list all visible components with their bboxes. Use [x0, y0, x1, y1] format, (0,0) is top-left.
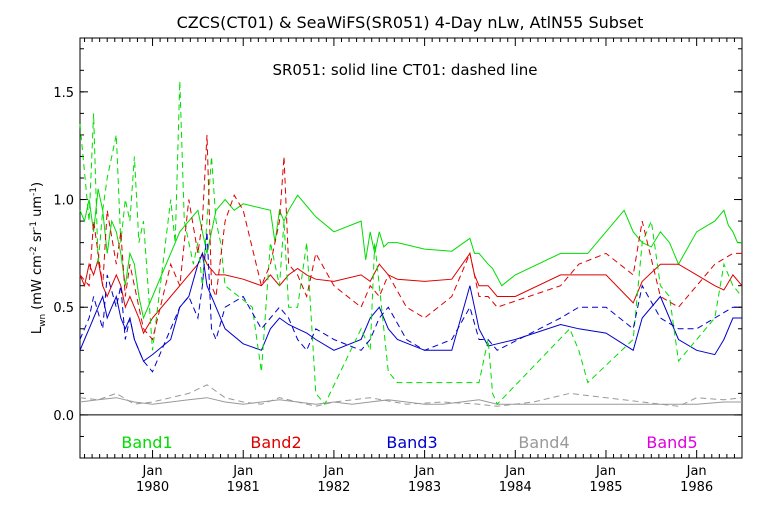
- y-tick-label: 1.0: [53, 194, 74, 209]
- x-tick-month: Jan: [232, 464, 253, 479]
- y-label-units: (mW cm: [30, 255, 45, 310]
- y-label-close: ): [30, 182, 45, 187]
- y-label-main: L: [30, 326, 45, 334]
- y-label-exp1: -2: [29, 246, 39, 255]
- y-label-sub: wn: [38, 314, 48, 327]
- chart-title: CZCS(CT01) & SeaWiFS(SR051) 4-Day nLw, A…: [177, 13, 644, 32]
- y-label-exp2: -1: [29, 221, 39, 230]
- axes-frame: 0.00.51.01.5Jan1980Jan1981Jan1982Jan1983…: [53, 37, 743, 495]
- series-lines: [79, 81, 743, 407]
- x-tick-year: 1983: [408, 480, 441, 495]
- x-tick-month: Jan: [686, 464, 707, 479]
- series-band2-dashed: [79, 134, 742, 341]
- series-band1-dashed: [79, 81, 743, 406]
- y-label-exp3: -1: [29, 187, 39, 196]
- series-band3-dashed: [79, 231, 742, 373]
- y-tick-label: 0.0: [53, 409, 74, 424]
- series-band4-solid: [79, 397, 742, 405]
- y-label-mid: sr: [30, 229, 45, 246]
- legend-band2: Band2: [250, 433, 301, 452]
- legend-band4: Band4: [518, 433, 569, 452]
- legend-band3: Band3: [386, 433, 437, 452]
- x-tick-month: Jan: [142, 464, 163, 479]
- y-label-end: um: [30, 196, 45, 221]
- y-tick-label: 1.5: [53, 86, 74, 101]
- x-tick-year: 1984: [499, 480, 532, 495]
- x-tick-year: 1986: [680, 480, 713, 495]
- x-tick-month: Jan: [414, 464, 435, 479]
- x-tick-year: 1982: [317, 480, 350, 495]
- x-tick-year: 1981: [227, 480, 260, 495]
- legend-band1: Band1: [121, 433, 172, 452]
- legend-band5: Band5: [646, 433, 697, 452]
- x-tick-month: Jan: [504, 464, 525, 479]
- plot-frame: [79, 37, 743, 459]
- y-tick-label: 0.5: [53, 301, 74, 316]
- x-tick-year: 1985: [589, 480, 622, 495]
- legend: Band1 Band2 Band3 Band4 Band5: [121, 433, 697, 452]
- x-tick-month: Jan: [595, 464, 616, 479]
- series-band2-solid: [79, 252, 743, 335]
- x-tick-year: 1980: [136, 480, 169, 495]
- y-axis-label: Lwn(mW cm-2 sr-1 um-1): [29, 182, 48, 334]
- x-tick-month: Jan: [323, 464, 344, 479]
- series-band3-solid: [79, 251, 742, 362]
- chart-subtitle: SR051: solid line CT01: dashed line: [272, 61, 537, 79]
- series-band4-dashed: [79, 384, 743, 407]
